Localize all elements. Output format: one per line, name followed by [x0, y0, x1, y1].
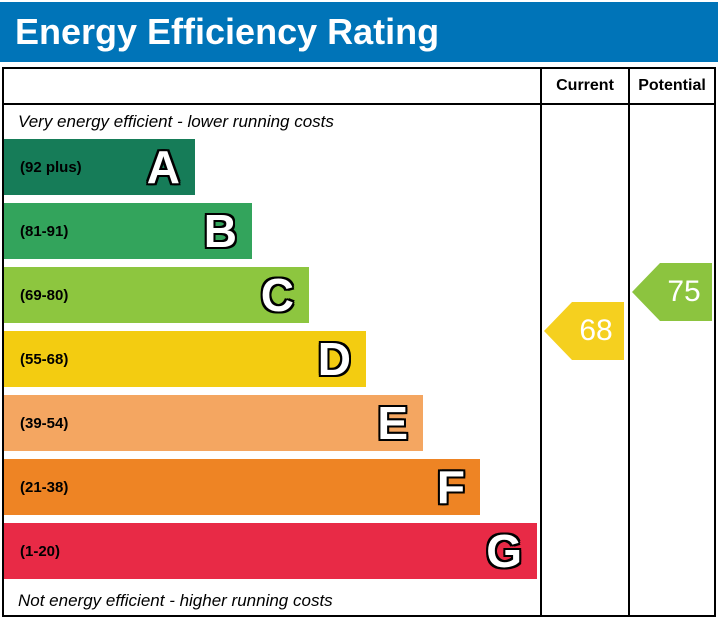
potential-column-header: Potential — [630, 69, 714, 105]
band-letter-c: C — [260, 269, 294, 321]
title-bar: Energy Efficiency Rating — [0, 2, 718, 62]
current-column-header: Current — [542, 69, 628, 105]
band-bar-e: (39-54) E — [4, 395, 423, 451]
band-bar-g: (1-20) G — [4, 523, 537, 579]
band-bar-f: (21-38) F — [4, 459, 480, 515]
band-bar-d: (55-68) D — [4, 331, 366, 387]
band-range-f: (21-38) — [20, 478, 69, 496]
current-column: Current 68 — [542, 69, 630, 615]
bottom-note: Not energy efficient - higher running co… — [18, 591, 333, 610]
band-row-f: (21-38) F — [4, 459, 540, 515]
current-rating-value: 68 — [579, 314, 613, 347]
band-bar-c: (69-80) C — [4, 267, 309, 323]
band-row-c: (69-80) C — [4, 267, 540, 323]
band-bar-a: (92 plus) A — [4, 139, 195, 195]
potential-rating-value: 75 — [667, 275, 701, 308]
band-letter-g: G — [486, 525, 522, 577]
band-range-g: (1-20) — [20, 542, 61, 560]
band-row-e: (39-54) E — [4, 395, 540, 451]
band-row-b: (81-91) B — [4, 203, 540, 259]
band-range-c: (69-80) — [20, 286, 69, 304]
band-row-d: (55-68) D — [4, 331, 540, 387]
band-letter-b: B — [203, 205, 237, 257]
band-letter-f: F — [436, 461, 465, 513]
band-range-b: (81-91) — [20, 222, 69, 240]
page-title: Energy Efficiency Rating — [15, 11, 440, 52]
band-letter-a: A — [146, 141, 180, 193]
band-row-a: (92 plus) A — [4, 139, 540, 195]
scale-header-spacer — [4, 69, 540, 105]
rating-scale-column: Very energy efficient - lower running co… — [4, 69, 542, 615]
band-range-d: (55-68) — [20, 350, 69, 368]
band-letter-e: E — [377, 397, 408, 449]
potential-rating-arrow: 75 — [632, 263, 712, 321]
band-range-e: (39-54) — [20, 414, 69, 432]
band-bar-b: (81-91) B — [4, 203, 252, 259]
rating-table: Very energy efficient - lower running co… — [2, 67, 716, 617]
current-rating-arrow: 68 — [544, 302, 624, 360]
top-note: Very energy efficient - lower running co… — [18, 112, 334, 131]
rating-bands: (92 plus) A (81-91) B (69-80) C — [4, 139, 540, 587]
band-letter-d: D — [317, 333, 351, 385]
band-row-g: (1-20) G — [4, 523, 540, 579]
potential-column: Potential 75 — [630, 69, 714, 615]
band-range-a: (92 plus) — [20, 158, 82, 176]
